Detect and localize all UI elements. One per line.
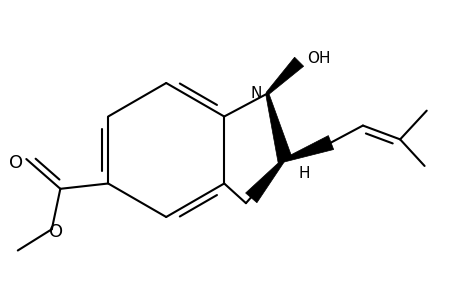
Text: OH: OH [307, 51, 330, 66]
Polygon shape [265, 57, 303, 95]
Polygon shape [245, 160, 284, 203]
Polygon shape [282, 136, 333, 162]
Text: H: H [297, 166, 309, 181]
Polygon shape [265, 93, 292, 163]
Text: O: O [9, 154, 22, 172]
Text: N: N [250, 86, 262, 101]
Text: O: O [49, 224, 63, 242]
